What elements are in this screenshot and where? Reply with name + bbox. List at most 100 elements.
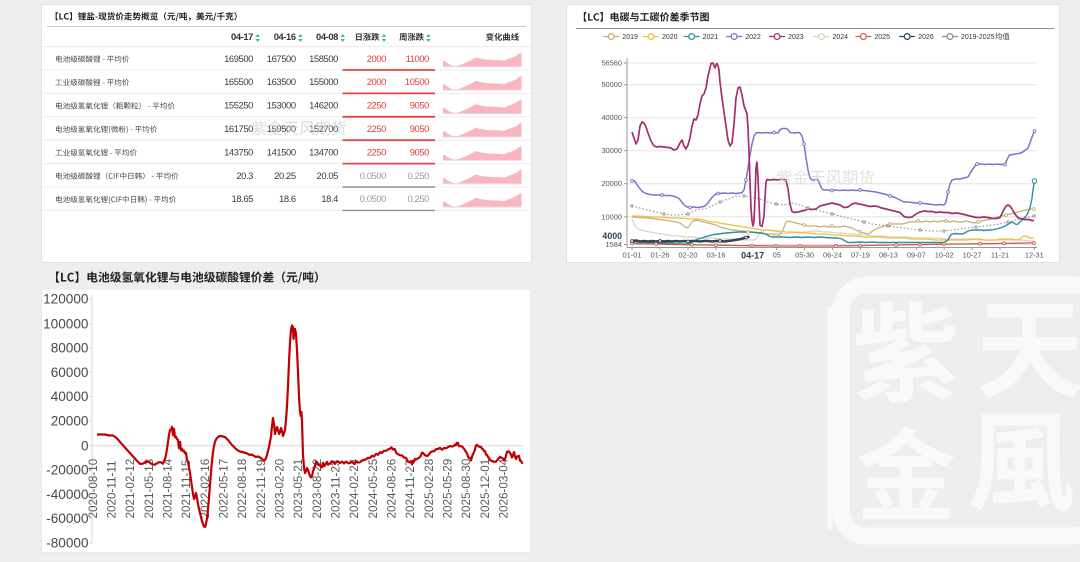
svg-text:155000: 155000 bbox=[309, 76, 338, 87]
svg-text:05: 05 bbox=[773, 251, 781, 260]
svg-text:2024-02-24: 2024-02-24 bbox=[348, 458, 361, 518]
svg-text:10000: 10000 bbox=[601, 212, 622, 221]
svg-text:11-21: 11-21 bbox=[991, 251, 1009, 260]
svg-text:2024-11-27: 2024-11-27 bbox=[404, 460, 417, 519]
svg-text:20000: 20000 bbox=[601, 179, 622, 188]
svg-text:30000: 30000 bbox=[601, 146, 622, 155]
svg-text:56560: 56560 bbox=[601, 59, 622, 68]
svg-text:2022-05-17: 2022-05-17 bbox=[218, 459, 231, 519]
svg-text:9050: 9050 bbox=[410, 146, 429, 157]
svg-text:2020-11-11: 2020-11-11 bbox=[106, 460, 119, 518]
svg-text:9050: 9050 bbox=[410, 100, 429, 111]
svg-text:146200: 146200 bbox=[309, 100, 338, 111]
svg-text:2025-08-30: 2025-08-30 bbox=[460, 458, 473, 518]
svg-text:2250: 2250 bbox=[367, 146, 386, 157]
svg-text:2024-05-25: 2024-05-25 bbox=[367, 458, 380, 518]
svg-text:2023-05-21: 2023-05-21 bbox=[292, 459, 305, 519]
svg-text:2024-08-26: 2024-08-26 bbox=[385, 459, 398, 519]
svg-text:2025-12-01: 2025-12-01 bbox=[479, 459, 492, 519]
svg-text:04-17: 04-17 bbox=[231, 31, 253, 42]
svg-text:134700: 134700 bbox=[309, 146, 338, 157]
svg-text:-60000: -60000 bbox=[46, 511, 89, 526]
svg-text:2019-2025: 2019-2025 bbox=[961, 34, 995, 41]
svg-text:10-27: 10-27 bbox=[963, 251, 982, 260]
svg-text:159500: 159500 bbox=[267, 123, 296, 134]
svg-text:163500: 163500 bbox=[267, 76, 296, 87]
svg-text:04-17: 04-17 bbox=[741, 251, 764, 261]
svg-text:9050: 9050 bbox=[410, 123, 429, 134]
svg-text:2022-08-18: 2022-08-18 bbox=[236, 459, 249, 519]
svg-text:2000: 2000 bbox=[367, 53, 386, 64]
svg-text:2020-08-10: 2020-08-10 bbox=[87, 458, 100, 518]
svg-text:0.0500: 0.0500 bbox=[360, 193, 386, 204]
svg-text:-20000: -20000 bbox=[46, 462, 89, 477]
svg-text:167500: 167500 bbox=[267, 53, 296, 64]
svg-text:152700: 152700 bbox=[309, 123, 338, 134]
svg-text:50000: 50000 bbox=[601, 80, 622, 89]
svg-text:2025-02-28: 2025-02-28 bbox=[423, 459, 436, 519]
svg-text:2023: 2023 bbox=[788, 34, 804, 41]
svg-text:10500: 10500 bbox=[405, 76, 429, 87]
svg-text:-80000: -80000 bbox=[46, 536, 89, 551]
svg-text:2025-05-29: 2025-05-29 bbox=[441, 459, 454, 519]
svg-text:10-02: 10-02 bbox=[935, 251, 954, 260]
svg-text:2024: 2024 bbox=[833, 34, 849, 41]
svg-text:0.250: 0.250 bbox=[408, 170, 430, 181]
svg-text:12-31: 12-31 bbox=[1025, 251, 1044, 260]
svg-text:165500: 165500 bbox=[224, 76, 253, 87]
svg-text:4000: 4000 bbox=[602, 231, 622, 241]
svg-text:0.0500: 0.0500 bbox=[360, 170, 386, 181]
svg-text:153000: 153000 bbox=[267, 100, 296, 111]
svg-text:18.4: 18.4 bbox=[321, 193, 338, 204]
svg-text:01-26: 01-26 bbox=[651, 251, 670, 260]
svg-text:120000: 120000 bbox=[43, 292, 89, 307]
svg-text:0.250: 0.250 bbox=[408, 193, 430, 204]
svg-text:2250: 2250 bbox=[367, 123, 386, 134]
svg-text:2021: 2021 bbox=[703, 34, 719, 41]
svg-text:18.65: 18.65 bbox=[232, 193, 254, 204]
svg-text:18.6: 18.6 bbox=[279, 193, 296, 204]
svg-text:2021-02-12: 2021-02-12 bbox=[124, 459, 137, 519]
svg-text:2020: 2020 bbox=[662, 34, 678, 41]
svg-text:143750: 143750 bbox=[224, 146, 253, 157]
svg-text:2023-02-20: 2023-02-20 bbox=[274, 458, 287, 518]
svg-text:2023-08-22: 2023-08-22 bbox=[311, 459, 324, 519]
svg-text:2026-03-04: 2026-03-04 bbox=[497, 458, 510, 518]
svg-text:155250: 155250 bbox=[224, 100, 253, 111]
svg-text:07-19: 07-19 bbox=[851, 251, 870, 260]
svg-text:60000: 60000 bbox=[51, 365, 89, 380]
svg-text:2250: 2250 bbox=[367, 100, 386, 111]
svg-text:2023-11-23: 2023-11-23 bbox=[329, 460, 342, 519]
svg-text:80000: 80000 bbox=[51, 340, 89, 355]
svg-text:05-30: 05-30 bbox=[795, 251, 814, 260]
svg-text:20.3: 20.3 bbox=[236, 170, 253, 181]
svg-text:02-20: 02-20 bbox=[679, 251, 698, 260]
svg-text:169500: 169500 bbox=[224, 53, 253, 64]
svg-text:2026: 2026 bbox=[918, 34, 934, 41]
svg-text:2025: 2025 bbox=[874, 34, 890, 41]
svg-text:40000: 40000 bbox=[51, 389, 89, 404]
svg-text:20000: 20000 bbox=[51, 414, 89, 429]
svg-text:2021-05-13: 2021-05-13 bbox=[143, 459, 156, 519]
svg-text:03-16: 03-16 bbox=[707, 251, 726, 260]
svg-text:161750: 161750 bbox=[224, 123, 253, 134]
svg-text:2022: 2022 bbox=[745, 34, 761, 41]
svg-text:08-13: 08-13 bbox=[879, 251, 898, 260]
svg-text:20.05: 20.05 bbox=[317, 170, 339, 181]
svg-text:2022-11-19: 2022-11-19 bbox=[255, 460, 268, 519]
svg-text:40000: 40000 bbox=[601, 113, 622, 122]
svg-text:2021-08-14: 2021-08-14 bbox=[162, 458, 175, 518]
svg-text:09-07: 09-07 bbox=[907, 251, 926, 260]
svg-text:100000: 100000 bbox=[43, 316, 89, 331]
svg-text:04-16: 04-16 bbox=[274, 31, 296, 42]
svg-text:01-01: 01-01 bbox=[623, 251, 642, 260]
svg-text:141500: 141500 bbox=[267, 146, 296, 157]
svg-text:2000: 2000 bbox=[367, 76, 386, 87]
svg-text:06-24: 06-24 bbox=[823, 251, 842, 260]
svg-text:2019: 2019 bbox=[622, 34, 638, 41]
svg-text:0: 0 bbox=[81, 438, 89, 453]
svg-text:11000: 11000 bbox=[406, 53, 430, 64]
svg-text:158500: 158500 bbox=[309, 53, 338, 64]
svg-text:20.25: 20.25 bbox=[274, 170, 296, 181]
svg-text:-40000: -40000 bbox=[46, 487, 89, 502]
